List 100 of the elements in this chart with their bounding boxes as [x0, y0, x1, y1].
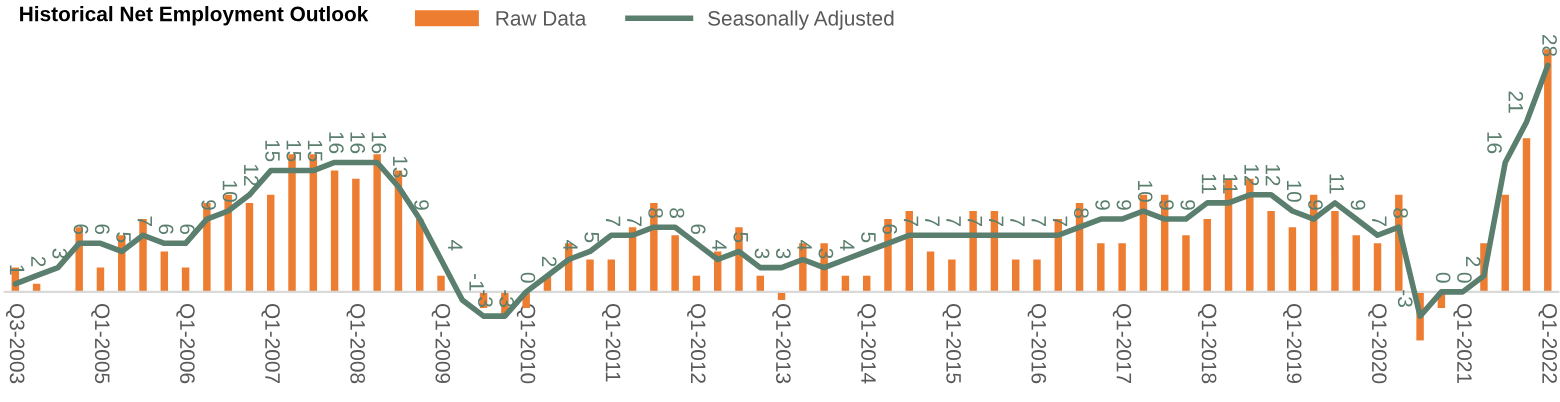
x-tick-label: Q1-2007: [261, 303, 280, 384]
bar: [1203, 219, 1211, 292]
data-label: 9: [1159, 200, 1174, 210]
x-tick-label: Q3-2003: [6, 303, 25, 384]
bar: [437, 275, 445, 292]
data-label: 7: [1372, 216, 1387, 226]
bar: [1331, 210, 1339, 292]
data-label: 2: [1466, 256, 1481, 267]
data-label: 16: [1487, 132, 1502, 154]
bar: [245, 202, 254, 292]
bar: [1288, 227, 1297, 292]
x-tick-label: Q1-2016: [1027, 303, 1047, 384]
data-label: 7: [605, 216, 621, 226]
data-label: 4: [797, 240, 812, 251]
data-label: 9: [414, 200, 429, 210]
x-tick-label: Q1-2022: [1538, 303, 1557, 384]
bar: [1373, 243, 1382, 292]
data-label: 5: [116, 232, 131, 243]
bar: [352, 178, 360, 292]
data-label: 9: [1350, 200, 1366, 210]
bar: [1522, 138, 1531, 292]
data-label: 2: [542, 256, 557, 267]
data-label: 15: [265, 140, 280, 162]
bar: [330, 170, 339, 292]
data-label: 2: [31, 256, 46, 267]
x-tick-label: Q1-2019: [1283, 303, 1302, 384]
data-label: 6: [94, 224, 110, 235]
data-label: 4: [563, 240, 578, 251]
data-label: 11: [1223, 174, 1238, 194]
data-label: 4: [448, 240, 463, 251]
data-label: 16: [350, 132, 366, 154]
data-label: 0: [1457, 272, 1472, 283]
legend-label: Raw Data: [496, 11, 587, 26]
data-label: 5: [733, 232, 748, 243]
bar: [1097, 243, 1105, 292]
data-label: 9: [201, 200, 217, 210]
data-label: 7: [946, 216, 961, 226]
data-label: 13: [392, 156, 408, 178]
data-label: 0: [1435, 272, 1451, 283]
data-label: -1: [469, 274, 484, 291]
data-label: 10: [1137, 181, 1153, 202]
data-label: 10: [1286, 181, 1302, 202]
data-label: 3: [754, 248, 770, 259]
x-tick-label: Q1-2015: [942, 303, 961, 384]
x-tick-label: Q1-2010: [516, 303, 536, 384]
data-label: 7: [903, 216, 919, 226]
data-label: 7: [1031, 216, 1046, 226]
data-label: 4: [840, 240, 855, 251]
x-tick-label: Q1-2006: [176, 303, 195, 384]
data-label: 5: [861, 232, 876, 243]
data-label: 7: [989, 216, 1004, 226]
x-tick-label: Q1-2020: [1368, 303, 1387, 384]
data-label: 8: [669, 208, 685, 218]
data-label: 8: [1073, 208, 1089, 218]
chart-title: Historical Net Employment Outlook: [20, 6, 369, 26]
x-tick-label: Q1-2018: [1197, 303, 1217, 384]
x-tick-label: Q1-2008: [346, 303, 366, 384]
bar: [160, 251, 169, 292]
data-label: 11: [1201, 174, 1217, 194]
x-tick-label: Q1-2009: [431, 303, 451, 384]
data-label: 4: [712, 240, 727, 251]
data-label: 7: [967, 216, 983, 226]
bar: [1501, 194, 1509, 292]
bar: [267, 194, 275, 292]
bar: [1267, 210, 1275, 292]
bar: [1033, 259, 1041, 292]
data-label: 6: [73, 224, 89, 235]
data-label: 21: [1508, 91, 1524, 113]
data-label: 16: [329, 132, 344, 154]
data-label: 9: [1116, 200, 1132, 210]
data-label: -3: [1397, 290, 1413, 307]
x-tick-label: Q1-2005: [91, 303, 110, 384]
data-label: 12: [1265, 164, 1281, 186]
data-label: 0: [520, 272, 536, 283]
data-label: 11: [1329, 174, 1344, 194]
x-tick-label: Q1-2021: [1453, 303, 1472, 384]
bar: [671, 235, 679, 292]
bar: [1011, 259, 1020, 292]
data-label: 12: [244, 164, 259, 186]
data-label: 16: [371, 132, 387, 154]
legend-label: Seasonally Adjusted: [708, 10, 894, 30]
bar: [1118, 243, 1126, 292]
data-label: 7: [925, 216, 940, 226]
data-label: 7: [627, 216, 642, 226]
bar: [926, 251, 935, 292]
x-tick-label: Q1-2017: [1112, 303, 1132, 384]
data-label: 7: [1052, 216, 1068, 226]
data-label: 3: [775, 248, 791, 259]
bar: [1352, 235, 1360, 292]
data-label: 10: [222, 181, 238, 202]
data-label: 9: [1308, 200, 1323, 210]
data-label: 7: [1010, 216, 1025, 226]
data-label: 9: [1095, 200, 1110, 210]
data-label: 6: [882, 224, 898, 235]
data-label: 3: [818, 248, 834, 259]
x-tick-label: Q1-2014: [857, 303, 876, 384]
data-label: 28: [1542, 34, 1557, 57]
bar: [586, 259, 594, 292]
x-tick-label: Q1-2011: [601, 303, 621, 382]
data-label: 6: [158, 224, 174, 235]
